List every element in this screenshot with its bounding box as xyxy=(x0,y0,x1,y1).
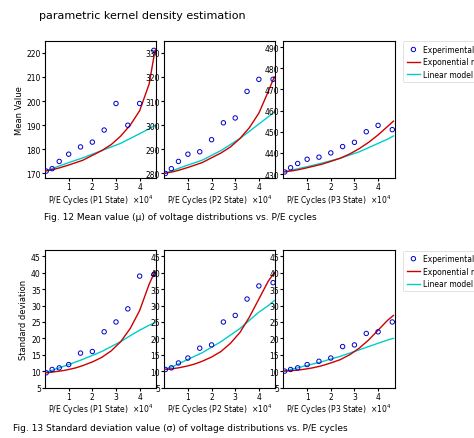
Point xyxy=(162,170,169,177)
Legend: Experimental data, Exponential model, Linear model: Experimental data, Exponential model, Li… xyxy=(403,251,474,292)
Point xyxy=(124,306,132,313)
Y-axis label: Standard deviation: Standard deviation xyxy=(19,279,28,359)
Point xyxy=(231,115,239,122)
Point xyxy=(150,48,158,55)
Point xyxy=(184,151,191,158)
X-axis label: P/E Cycles (P3 State)  $\times 10^4$: P/E Cycles (P3 State) $\times 10^4$ xyxy=(286,194,392,208)
Point xyxy=(294,161,301,168)
Point xyxy=(184,355,191,362)
Point xyxy=(167,166,175,173)
Point xyxy=(243,88,251,95)
Point xyxy=(162,366,169,373)
Point xyxy=(55,364,63,371)
Point xyxy=(136,101,144,108)
Point xyxy=(351,140,358,147)
Point xyxy=(112,319,120,326)
Point xyxy=(243,296,251,303)
Point xyxy=(303,156,311,163)
Point xyxy=(42,369,50,376)
Point xyxy=(208,137,215,144)
Point xyxy=(287,165,294,172)
Point xyxy=(303,361,311,368)
Point xyxy=(327,355,335,362)
X-axis label: P/E Cycles (P1 State)  $\times 10^4$: P/E Cycles (P1 State) $\times 10^4$ xyxy=(48,194,154,208)
Point xyxy=(48,166,56,173)
Point xyxy=(48,366,56,373)
Point xyxy=(363,330,370,337)
Y-axis label: Mean Value: Mean Value xyxy=(15,86,24,134)
X-axis label: P/E Cycles (P2 State)  $\times 10^4$: P/E Cycles (P2 State) $\times 10^4$ xyxy=(167,194,273,208)
Point xyxy=(167,364,175,371)
Text: Fig. 12 Mean value (μ) of voltage distributions vs. P/E cycles: Fig. 12 Mean value (μ) of voltage distri… xyxy=(44,212,317,221)
X-axis label: P/E Cycles (P1 State)  $\times 10^4$: P/E Cycles (P1 State) $\times 10^4$ xyxy=(48,402,154,417)
Point xyxy=(42,168,50,175)
Point xyxy=(294,364,301,371)
Point xyxy=(315,154,323,161)
Text: Fig. 13 Standard deviation value (σ) of voltage distributions vs. P/E cycles: Fig. 13 Standard deviation value (σ) of … xyxy=(13,423,347,431)
Point xyxy=(255,77,263,84)
Point xyxy=(389,319,396,326)
Point xyxy=(351,342,358,349)
Point xyxy=(374,123,382,130)
Point xyxy=(219,120,227,127)
Point xyxy=(77,144,84,151)
Point xyxy=(65,361,73,368)
Legend: Experimental data, Exponential model, Linear model: Experimental data, Exponential model, Li… xyxy=(403,42,474,83)
X-axis label: P/E Cycles (P3 State)  $\times 10^4$: P/E Cycles (P3 State) $\times 10^4$ xyxy=(286,402,392,417)
Point xyxy=(231,312,239,319)
Point xyxy=(100,127,108,134)
Point xyxy=(374,328,382,336)
Point xyxy=(269,279,277,286)
Point xyxy=(339,343,346,350)
Point xyxy=(269,77,277,84)
Point xyxy=(363,129,370,136)
Point xyxy=(100,328,108,336)
Point xyxy=(89,139,96,146)
Point xyxy=(136,273,144,280)
Point xyxy=(150,271,158,278)
Point xyxy=(77,350,84,357)
Point xyxy=(219,319,227,326)
Point xyxy=(327,150,335,157)
Point xyxy=(174,360,182,367)
Point xyxy=(339,144,346,151)
Point xyxy=(208,342,215,349)
Point xyxy=(281,169,289,176)
Point xyxy=(196,149,203,156)
Point xyxy=(196,345,203,352)
Point xyxy=(124,122,132,129)
Point xyxy=(55,159,63,166)
Point xyxy=(255,283,263,290)
Point xyxy=(112,101,120,108)
Point xyxy=(389,127,396,134)
Point xyxy=(287,366,294,373)
Point xyxy=(315,358,323,365)
Point xyxy=(281,368,289,375)
Point xyxy=(65,151,73,158)
Point xyxy=(89,348,96,355)
Point xyxy=(174,159,182,166)
Text: parametric kernel density estimation: parametric kernel density estimation xyxy=(39,11,246,21)
X-axis label: P/E Cycles (P2 State)  $\times 10^4$: P/E Cycles (P2 State) $\times 10^4$ xyxy=(167,402,273,417)
